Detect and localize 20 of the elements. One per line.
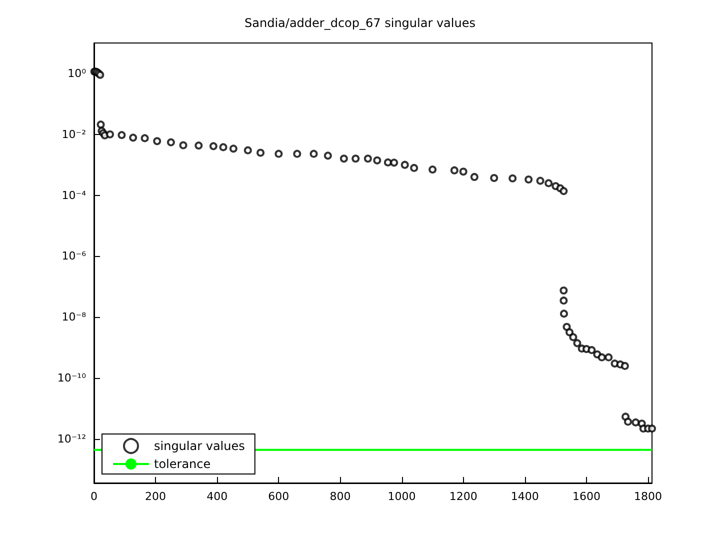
y-tick-label: 10⁻⁸ [62,310,87,324]
x-tick-label: 200 [145,490,166,503]
x-tick-label: 1200 [449,490,478,503]
legend-label: singular values [154,439,245,453]
x-tick-label: 800 [330,490,351,503]
y-tick-label: 10⁻⁴ [62,188,87,202]
x-tick-label: 400 [206,490,228,503]
y-tick-label: 10⁰ [68,66,87,80]
y-tick-label: 10⁻² [62,128,86,141]
chart-title: Sandia/adder_dcop_67 singular values [244,16,476,30]
legend-label: tolerance [154,457,211,471]
x-tick-label: 1000 [388,490,416,503]
x-tick-label: 600 [268,490,290,503]
y-tick-label: 10⁻¹⁰ [57,372,87,385]
x-tick-label: 1600 [572,490,600,503]
y-tick-label: 10⁻¹² [57,432,86,446]
x-tick-label: 1400 [510,490,539,503]
x-tick-label: 1800 [634,490,662,503]
x-tick-label: 0 [90,490,98,503]
y-tick-label: 10⁻⁶ [62,250,87,263]
